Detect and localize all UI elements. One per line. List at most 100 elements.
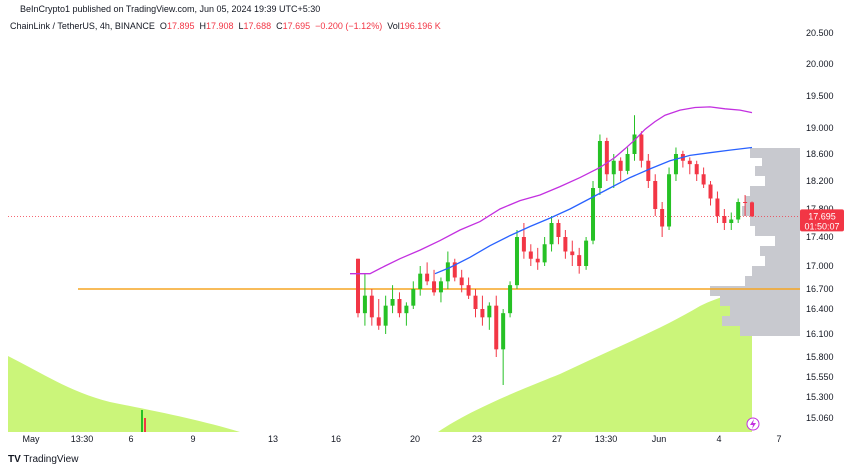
candle-body-21 bbox=[501, 313, 506, 350]
price-tick-12: 15.800 bbox=[806, 352, 834, 362]
candle-31 bbox=[570, 240, 575, 266]
candle-2 bbox=[369, 289, 374, 326]
candle-body-14 bbox=[452, 262, 457, 278]
open-value: 17.895 bbox=[166, 21, 195, 31]
candle-16 bbox=[466, 277, 471, 299]
profile-bar-8 bbox=[755, 226, 800, 236]
tradingview-brand[interactable]: TV TradingView bbox=[8, 454, 78, 465]
candle-5 bbox=[390, 285, 395, 314]
candle-3 bbox=[376, 299, 381, 330]
candle-body-52 bbox=[715, 198, 720, 216]
profile-bar-16 bbox=[730, 306, 800, 316]
candle-44 bbox=[660, 202, 665, 237]
time-tick-3: 9 bbox=[190, 434, 195, 444]
candle-body-45 bbox=[667, 174, 672, 227]
candle-52 bbox=[715, 191, 720, 223]
candle-21 bbox=[501, 309, 506, 385]
candle-56 bbox=[743, 195, 748, 216]
candle-body-42 bbox=[646, 160, 651, 181]
time-tick-5: 16 bbox=[331, 434, 341, 444]
price-tick-9: 16.700 bbox=[806, 284, 834, 294]
profile-bar-13 bbox=[745, 276, 800, 286]
candle-body-51 bbox=[708, 184, 713, 199]
volume-label: Vol bbox=[387, 21, 400, 31]
candle-47 bbox=[680, 150, 685, 168]
ma-slow-line bbox=[434, 146, 753, 275]
candle-body-0 bbox=[356, 258, 360, 314]
candle-body-22 bbox=[508, 285, 513, 314]
price-tick-7: 17.400 bbox=[806, 232, 834, 242]
close-value: 17.695 bbox=[282, 21, 311, 31]
candle-body-30 bbox=[563, 237, 568, 252]
candle-13 bbox=[445, 251, 450, 289]
price-tick-6: 17.800 bbox=[806, 204, 834, 214]
published-line: BeInCrypto1 published on TradingView.com… bbox=[20, 4, 321, 14]
last-price-badge: 17.695 01:50:07 bbox=[800, 209, 844, 232]
candle-body-12 bbox=[438, 281, 443, 293]
profile-bar-10 bbox=[760, 246, 800, 256]
ma-fast-line bbox=[350, 106, 753, 275]
candle-6 bbox=[397, 292, 402, 318]
profile-bar-7 bbox=[750, 216, 800, 226]
open-label: O bbox=[159, 21, 167, 31]
candle-body-1 bbox=[362, 295, 367, 314]
candle-22 bbox=[508, 281, 513, 318]
candle-25 bbox=[528, 244, 533, 266]
candle-body-3 bbox=[376, 317, 381, 326]
candle-34 bbox=[591, 181, 596, 245]
candle-body-25 bbox=[528, 251, 533, 259]
candle-body-5 bbox=[390, 299, 395, 306]
profile-bar-15 bbox=[720, 296, 800, 306]
candle-body-7 bbox=[404, 305, 409, 314]
volume-area-right bbox=[438, 290, 752, 432]
candle-37 bbox=[611, 154, 616, 188]
candle-55 bbox=[736, 198, 741, 223]
price-axis[interactable]: 20.500 20.000 19.500 19.000 18.600 18.200 17.8… bbox=[806, 28, 834, 423]
candle-46 bbox=[673, 147, 678, 181]
candle-body-37 bbox=[611, 160, 616, 175]
candle-18 bbox=[480, 295, 485, 326]
candle-19 bbox=[487, 302, 492, 330]
candle-body-34 bbox=[591, 188, 596, 241]
time-tick-6: 20 bbox=[410, 434, 420, 444]
price-tick-11: 16.100 bbox=[806, 329, 834, 339]
candle-body-35 bbox=[597, 141, 602, 188]
volume-bar-spike bbox=[141, 410, 143, 432]
candle-body-23 bbox=[514, 237, 519, 286]
price-tick-13: 15.550 bbox=[806, 372, 834, 382]
candle-17 bbox=[473, 289, 478, 318]
candle-body-48 bbox=[687, 160, 692, 165]
profile-bar-17 bbox=[722, 316, 800, 326]
candle-body-19 bbox=[487, 305, 492, 318]
candle-11 bbox=[432, 269, 437, 296]
profile-bar-6 bbox=[742, 206, 800, 216]
profile-bar-3 bbox=[765, 176, 800, 186]
candle-51 bbox=[708, 181, 713, 206]
candle-body-40 bbox=[632, 134, 637, 154]
time-tick-12: 7 bbox=[776, 434, 781, 444]
price-tick-1: 20.000 bbox=[806, 59, 834, 69]
profile-bar-0 bbox=[750, 148, 800, 158]
time-tick-7: 23 bbox=[472, 434, 482, 444]
candle-body-46 bbox=[673, 154, 678, 175]
candle-body-10 bbox=[425, 273, 430, 282]
candle-body-4 bbox=[383, 305, 388, 326]
candle-body-17 bbox=[473, 295, 478, 309]
time-tick-8: 27 bbox=[552, 434, 562, 444]
price-tick-0: 20.500 bbox=[806, 28, 834, 38]
candle-9 bbox=[418, 266, 423, 296]
volume-value: 196.196 K bbox=[399, 21, 441, 31]
candle-23 bbox=[514, 230, 519, 289]
lightning-icon[interactable] bbox=[746, 417, 760, 431]
candle-42 bbox=[646, 154, 651, 188]
time-axis[interactable]: May 13:30 6 9 13 16 20 23 27 13:30 Jun 4 7 bbox=[22, 434, 781, 444]
candle-body-11 bbox=[432, 281, 437, 293]
candle-26 bbox=[535, 247, 540, 270]
candle-54 bbox=[729, 212, 734, 230]
time-tick-0: May bbox=[22, 434, 40, 444]
brand-label: TradingView bbox=[23, 454, 79, 465]
volume-profile-layer bbox=[710, 148, 800, 336]
price-tick-8: 17.000 bbox=[806, 261, 834, 271]
high-value: 17.908 bbox=[205, 21, 234, 31]
